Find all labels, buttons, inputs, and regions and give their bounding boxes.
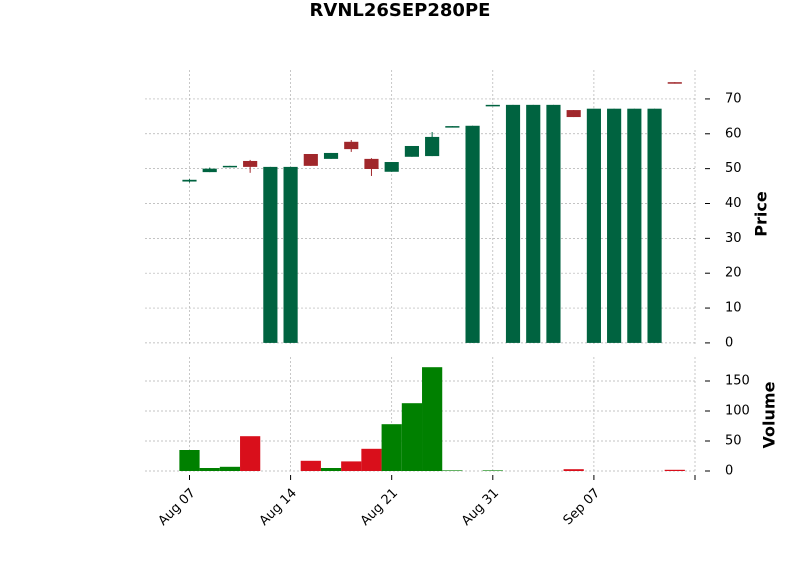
y-tick-label: 60 [725, 126, 742, 141]
volume-bar [381, 424, 402, 471]
volume-tick-label: 0 [725, 464, 733, 479]
y-tick-label: 0 [725, 335, 733, 350]
candle-body [323, 152, 339, 159]
chart-title: RVNL26SEP280PE [310, 0, 491, 21]
candle-body [243, 160, 258, 167]
volume-tick-label: 50 [725, 434, 742, 449]
volume-bar [361, 448, 382, 471]
candle-body [505, 104, 521, 343]
volume-bar [442, 470, 463, 471]
x-tick-label: Sep 07 [561, 486, 604, 529]
x-tick-label: Aug 31 [459, 486, 502, 529]
y-tick-label: 40 [725, 196, 742, 211]
candle-body [546, 104, 561, 343]
volume-bar [300, 460, 321, 471]
candle-body [465, 125, 480, 343]
volume-bar [219, 466, 241, 471]
x-tick-label: Aug 07 [156, 486, 199, 529]
candle-body [425, 136, 440, 157]
candle-body [303, 153, 318, 166]
volume-bar [240, 436, 261, 471]
volume-bar [401, 403, 423, 471]
candle-body [647, 108, 662, 343]
volume-bar [422, 367, 443, 471]
volume-tick-label: 150 [725, 374, 750, 389]
volume-tick-label: 100 [725, 404, 750, 419]
volume-bar [199, 468, 220, 471]
candle-body [627, 108, 642, 343]
x-tick-label: Aug 21 [358, 486, 401, 529]
candle-body [586, 108, 601, 343]
volume-bar [179, 450, 200, 471]
candle-body [344, 141, 359, 150]
candle-body [607, 108, 622, 343]
y-tick-label: 30 [725, 231, 742, 246]
candle-body [182, 179, 197, 182]
volume-bar [563, 469, 584, 471]
y-tick-label: 70 [725, 91, 742, 106]
candle-body [526, 104, 541, 343]
y-tick-label: 10 [725, 301, 742, 316]
candle-body [384, 162, 399, 172]
y-tick-label: 20 [725, 266, 742, 281]
candle-body [364, 158, 379, 169]
candle-body [445, 126, 460, 128]
candle-body [667, 82, 682, 84]
volume-bar [341, 461, 362, 471]
y-tick-label: 50 [725, 161, 742, 176]
candle-body [222, 165, 238, 168]
candle-body [404, 145, 419, 157]
candle-body [566, 110, 581, 118]
volume-bar [320, 468, 342, 471]
candle-body [263, 166, 278, 343]
candle-body [283, 166, 298, 343]
candle-body [485, 104, 500, 107]
volume-bar [482, 470, 503, 471]
x-tick-label: Aug 14 [257, 486, 300, 529]
y-axis-label: Price [752, 191, 771, 237]
volume-bar [664, 469, 685, 471]
volume-axis-label: Volume [760, 381, 779, 448]
candle-body [202, 168, 217, 173]
